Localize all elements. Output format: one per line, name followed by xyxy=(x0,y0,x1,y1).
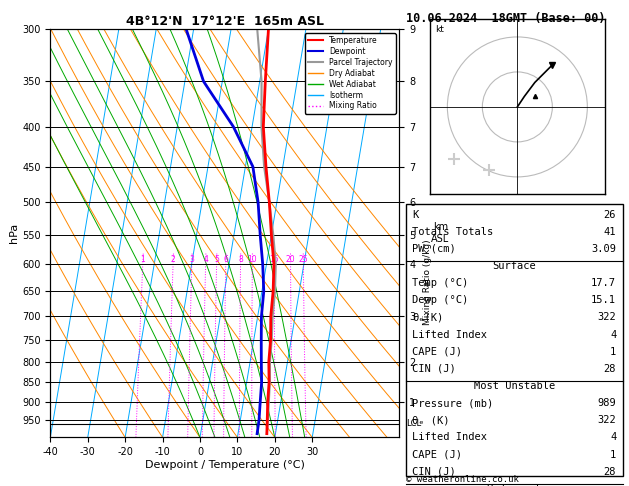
Y-axis label: km
ASL: km ASL xyxy=(431,223,450,244)
Text: 322: 322 xyxy=(598,312,616,322)
Text: Temp (°C): Temp (°C) xyxy=(412,278,469,288)
Text: 3.09: 3.09 xyxy=(591,244,616,254)
Text: kt: kt xyxy=(435,25,444,34)
Text: 989: 989 xyxy=(598,398,616,408)
Y-axis label: hPa: hPa xyxy=(9,223,19,243)
Text: 26: 26 xyxy=(604,209,616,220)
Legend: Temperature, Dewpoint, Parcel Trajectory, Dry Adiabat, Wet Adiabat, Isotherm, Mi: Temperature, Dewpoint, Parcel Trajectory… xyxy=(304,33,396,114)
Text: 2: 2 xyxy=(170,255,175,264)
Text: Dewp (°C): Dewp (°C) xyxy=(412,295,469,305)
Text: 6: 6 xyxy=(223,255,228,264)
Text: 1: 1 xyxy=(140,255,145,264)
Text: 17.7: 17.7 xyxy=(591,278,616,288)
Text: 4: 4 xyxy=(203,255,208,264)
Text: K: K xyxy=(412,209,418,220)
Text: Lifted Index: Lifted Index xyxy=(412,330,487,340)
Text: Totals Totals: Totals Totals xyxy=(412,226,494,237)
Text: θₑ (K): θₑ (K) xyxy=(412,416,450,425)
Text: 4: 4 xyxy=(610,433,616,442)
Text: Lifted Index: Lifted Index xyxy=(412,433,487,442)
Text: 8: 8 xyxy=(238,255,243,264)
Text: 15.1: 15.1 xyxy=(591,295,616,305)
Text: 15: 15 xyxy=(270,255,279,264)
Text: 3: 3 xyxy=(189,255,194,264)
Text: CAPE (J): CAPE (J) xyxy=(412,347,462,357)
Text: Hodograph: Hodograph xyxy=(486,484,542,486)
Text: © weatheronline.co.uk: © weatheronline.co.uk xyxy=(406,474,518,484)
Text: Most Unstable: Most Unstable xyxy=(474,381,555,391)
Text: 10: 10 xyxy=(247,255,257,264)
Text: 41: 41 xyxy=(604,226,616,237)
Text: Surface: Surface xyxy=(493,261,536,271)
Text: LCL: LCL xyxy=(406,419,421,428)
Text: 322: 322 xyxy=(598,416,616,425)
Text: CIN (J): CIN (J) xyxy=(412,467,456,477)
Text: PW (cm): PW (cm) xyxy=(412,244,456,254)
Text: Pressure (mb): Pressure (mb) xyxy=(412,398,494,408)
X-axis label: Dewpoint / Temperature (°C): Dewpoint / Temperature (°C) xyxy=(145,460,305,470)
Text: 28: 28 xyxy=(604,364,616,374)
Text: CAPE (J): CAPE (J) xyxy=(412,450,462,460)
Text: 10.06.2024  18GMT (Base: 00): 10.06.2024 18GMT (Base: 00) xyxy=(406,12,605,25)
Text: Mixing Ratio (g/kg): Mixing Ratio (g/kg) xyxy=(423,240,432,325)
Text: 28: 28 xyxy=(604,467,616,477)
Text: 5: 5 xyxy=(214,255,219,264)
Text: CIN (J): CIN (J) xyxy=(412,364,456,374)
Text: 1: 1 xyxy=(610,347,616,357)
Text: 20: 20 xyxy=(286,255,296,264)
Text: 25: 25 xyxy=(299,255,308,264)
Text: 1: 1 xyxy=(610,450,616,460)
Title: 4B°12'N  17°12'E  165m ASL: 4B°12'N 17°12'E 165m ASL xyxy=(126,15,324,28)
Text: θₑ(K): θₑ(K) xyxy=(412,312,443,322)
Text: 4: 4 xyxy=(610,330,616,340)
